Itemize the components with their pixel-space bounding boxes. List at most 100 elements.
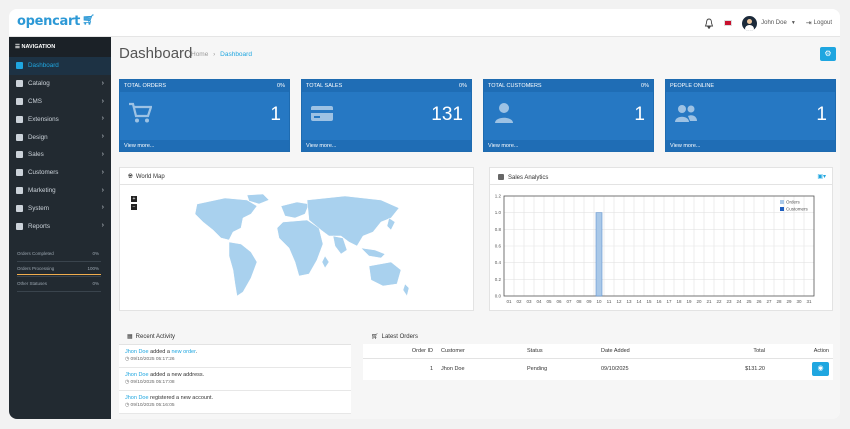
x-tick-label: 13 <box>626 299 632 304</box>
x-tick-label: 06 <box>556 299 562 304</box>
stat-other-statuses: Other Statuses 0% <box>17 277 101 292</box>
eye-icon: ◉ <box>817 365 824 373</box>
x-tick-label: 27 <box>766 299 772 304</box>
map-zoom-in-button[interactable]: + <box>131 196 137 202</box>
users-icon <box>675 105 697 122</box>
sales-analytics-header: Sales Analytics ▣▾ <box>490 168 832 185</box>
page-title: Dashboard <box>119 45 193 62</box>
col-date-added: Date Added <box>597 344 677 359</box>
legend-label: Orders <box>786 200 801 205</box>
user-name: John Doe <box>761 20 787 26</box>
sidebar-item-system[interactable]: System › <box>9 199 111 217</box>
breadcrumb: Home › Dashboard <box>191 51 252 58</box>
clock-icon: ◷ <box>125 357 130 362</box>
sidebar-item-catalog[interactable]: Catalog › <box>9 75 111 93</box>
tile-value: 1 <box>816 104 827 125</box>
y-tick-label: 1.0 <box>495 210 502 215</box>
tile-people-online: PEOPLE ONLINE 1 View more... <box>665 79 836 152</box>
tag-icon <box>16 80 23 88</box>
x-tick-label: 14 <box>636 299 642 304</box>
chart-frame <box>503 195 815 297</box>
y-tick-label: 0.8 <box>495 227 502 232</box>
world-map[interactable] <box>185 192 415 307</box>
top-bar: opencart 🛒︎ John Doe ▼ ⇥ Logout <box>9 9 840 37</box>
x-tick-label: 24 <box>736 299 742 304</box>
recent-activity-panel: ▦ Recent Activity Jhon Doe added a new or… <box>119 327 351 417</box>
x-tick-label: 04 <box>536 299 542 304</box>
map-zoom-out-button[interactable]: − <box>131 204 137 210</box>
opencart-logo[interactable]: opencart 🛒︎ <box>17 14 95 29</box>
world-map-panel: 🌐︎ World Map + − <box>119 167 474 311</box>
sidebar-item-sales[interactable]: Sales › <box>9 146 111 164</box>
activity-customer-link[interactable]: Jhon Doe <box>125 349 149 355</box>
activity-customer-link[interactable]: Jhon Doe <box>125 395 149 401</box>
bell-icon[interactable] <box>704 18 714 29</box>
clock-icon: ◷ <box>125 380 130 385</box>
sidebar-item-extensions[interactable]: Extensions › <box>9 110 111 128</box>
view-order-button[interactable]: ◉ <box>812 362 829 377</box>
clock-icon: ◷ <box>125 403 130 408</box>
sidebar-item-design[interactable]: Design › <box>9 128 111 146</box>
user-icon <box>16 169 23 177</box>
x-tick-label: 15 <box>646 299 652 304</box>
x-tick-label: 21 <box>706 299 712 304</box>
settings-button[interactable]: ⚙ <box>820 47 836 61</box>
x-tick-label: 17 <box>666 299 672 304</box>
latest-orders-panel: 🛒︎ Latest Orders Order ID Customer Status… <box>363 327 833 387</box>
tile-value: 1 <box>634 104 645 125</box>
cart-icon <box>16 151 23 159</box>
tile-view-more-link[interactable]: View more... <box>484 140 653 151</box>
chevron-right-icon: › <box>101 97 104 105</box>
col-total: Total <box>677 344 769 359</box>
recent-activity-header: ▦ Recent Activity <box>127 334 176 340</box>
sidebar-item-cms[interactable]: CMS › <box>9 93 111 111</box>
y-tick-label: 1.2 <box>495 194 502 199</box>
folder-icon <box>16 97 23 105</box>
activity-item: Jhon Doe registered a new account. ◷ 09/… <box>119 391 351 414</box>
sidebar-item-customers[interactable]: Customers › <box>9 164 111 182</box>
home-icon <box>16 62 23 70</box>
x-tick-label: 07 <box>566 299 572 304</box>
x-tick-label: 12 <box>616 299 622 304</box>
breadcrumb-home[interactable]: Home <box>191 51 209 58</box>
globe-icon: 🌐︎ <box>128 174 133 180</box>
chevron-right-icon: › <box>101 186 104 194</box>
tile-view-more-link[interactable]: View more... <box>666 140 835 151</box>
tile-view-more-link[interactable]: View more... <box>120 140 289 151</box>
col-action: Action <box>769 344 833 359</box>
tile-value: 1 <box>270 104 281 125</box>
avatar <box>742 15 758 31</box>
tile-total-customers: TOTAL CUSTOMERS 0% 1 View more... <box>483 79 654 152</box>
col-order-id: Order ID <box>363 344 437 359</box>
main-content: Dashboard Home › Dashboard ⚙ TOTAL ORDER… <box>111 37 840 419</box>
user-icon <box>495 103 513 123</box>
x-tick-label: 01 <box>506 299 512 304</box>
chart-title: Sales Analytics <box>508 175 549 181</box>
chevron-right-icon: › <box>101 150 104 158</box>
tile-total-sales: TOTAL SALES 0% 131 View more... <box>301 79 472 152</box>
logo-cart-icon: 🛒︎ <box>82 15 95 26</box>
x-tick-label: 31 <box>806 299 812 304</box>
stat-orders-processing: Orders Processing 100% <box>17 262 101 277</box>
legend-swatch <box>780 200 784 204</box>
sidebar-item-marketing[interactable]: Marketing › <box>9 182 111 200</box>
legend-swatch <box>780 207 784 211</box>
share-icon <box>16 186 23 194</box>
language-flag-icon[interactable] <box>724 20 733 26</box>
user-menu[interactable]: John Doe ▼ <box>742 15 796 31</box>
sidebar-item-reports[interactable]: Reports › <box>9 217 111 235</box>
chevron-right-icon: › <box>101 133 104 141</box>
breadcrumb-dashboard[interactable]: Dashboard <box>220 51 252 58</box>
activity-customer-link[interactable]: Jhon Doe <box>125 372 149 378</box>
x-tick-label: 23 <box>726 299 732 304</box>
x-tick-label: 28 <box>776 299 782 304</box>
logout-link[interactable]: ⇥ Logout <box>806 19 832 27</box>
nav-title: ☰ NAVIGATION <box>9 37 111 57</box>
tile-view-more-link[interactable]: View more... <box>302 140 471 151</box>
col-status: Status <box>523 344 597 359</box>
sidebar-item-dashboard[interactable]: Dashboard <box>9 57 111 75</box>
x-tick-label: 25 <box>746 299 752 304</box>
x-tick-label: 29 <box>786 299 792 304</box>
calendar-dropdown-icon[interactable]: ▣▾ <box>817 174 826 180</box>
activity-order-link[interactable]: new order <box>171 349 196 355</box>
